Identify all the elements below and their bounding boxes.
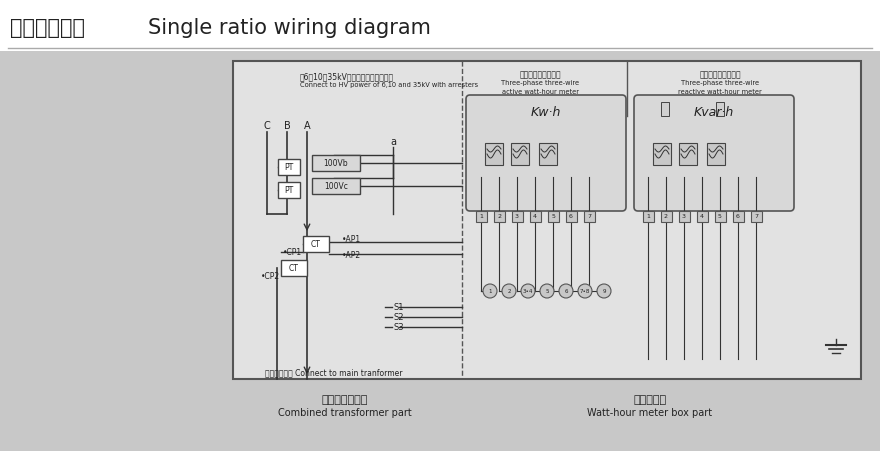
Text: 6: 6 xyxy=(736,214,740,219)
Text: 3•4: 3•4 xyxy=(523,289,533,294)
Text: a: a xyxy=(390,137,396,147)
Text: PT: PT xyxy=(284,163,294,172)
Circle shape xyxy=(483,285,497,299)
Circle shape xyxy=(521,285,535,299)
Text: 1: 1 xyxy=(479,214,483,219)
Text: S2: S2 xyxy=(393,313,404,322)
Bar xyxy=(653,144,671,166)
Bar xyxy=(733,212,744,222)
Text: Three-phase three-wire: Three-phase three-wire xyxy=(501,80,579,86)
Bar xyxy=(584,212,595,222)
Text: 3: 3 xyxy=(515,214,519,219)
Bar xyxy=(679,212,690,222)
Text: Connect to HV power of 6,10 and 35kV with arresters: Connect to HV power of 6,10 and 35kV wit… xyxy=(300,82,478,88)
Text: Kvar·h: Kvar·h xyxy=(693,105,734,118)
Text: S1: S1 xyxy=(393,303,404,312)
Bar xyxy=(0,52,880,451)
Bar xyxy=(312,156,360,172)
Bar xyxy=(530,212,541,222)
Bar xyxy=(715,212,726,222)
Text: 单变比接线图: 单变比接线图 xyxy=(10,18,85,38)
Bar xyxy=(566,212,577,222)
Text: Combined transformer part: Combined transformer part xyxy=(278,407,412,417)
Bar xyxy=(485,144,503,166)
Circle shape xyxy=(502,285,516,299)
Text: 三相三线有功电度表: 三相三线有功电度表 xyxy=(519,70,561,79)
Text: 100Vc: 100Vc xyxy=(324,182,348,191)
Text: 2: 2 xyxy=(507,289,510,294)
Bar xyxy=(511,144,529,166)
Text: Single ratio wiring diagram: Single ratio wiring diagram xyxy=(148,18,431,38)
Text: 接6、10、35kV高压电网同时配避雷器: 接6、10、35kV高压电网同时配避雷器 xyxy=(300,72,394,81)
Text: S3: S3 xyxy=(393,323,404,332)
Text: active watt-hour meter: active watt-hour meter xyxy=(502,89,578,95)
Text: •CP1: •CP1 xyxy=(283,248,302,257)
Bar xyxy=(661,212,672,222)
Text: B: B xyxy=(283,121,290,131)
Text: 5: 5 xyxy=(546,289,549,294)
Text: •AP1: •AP1 xyxy=(342,235,361,244)
Bar xyxy=(494,212,505,222)
Bar xyxy=(548,212,559,222)
Text: 9: 9 xyxy=(602,289,605,294)
Bar xyxy=(512,212,523,222)
Text: Kw·h: Kw·h xyxy=(531,105,561,118)
Bar xyxy=(751,212,762,222)
Text: 1: 1 xyxy=(646,214,650,219)
Bar xyxy=(303,236,329,253)
Text: Watt-hour meter box part: Watt-hour meter box part xyxy=(588,407,713,417)
Text: 7: 7 xyxy=(587,214,591,219)
Text: reactive watt-hour meter: reactive watt-hour meter xyxy=(678,89,762,95)
Text: 组合互感器部分: 组合互感器部分 xyxy=(322,394,368,404)
Text: 电表筱部分: 电表筱部分 xyxy=(634,394,666,404)
FancyBboxPatch shape xyxy=(466,96,626,212)
Bar xyxy=(233,62,861,379)
Text: 4: 4 xyxy=(700,214,704,219)
Text: •AP2: •AP2 xyxy=(342,251,361,260)
Text: 6: 6 xyxy=(564,289,568,294)
Bar xyxy=(312,179,360,194)
Bar xyxy=(661,103,669,117)
Text: 4: 4 xyxy=(533,214,537,219)
Text: PT: PT xyxy=(284,186,294,195)
Text: 接至主变压器 Connect to main tranformer: 接至主变压器 Connect to main tranformer xyxy=(265,368,402,377)
Text: 6: 6 xyxy=(569,214,573,219)
Text: 5: 5 xyxy=(718,214,722,219)
Bar xyxy=(476,212,487,222)
Text: 三相三线无功电度表: 三相三线无功电度表 xyxy=(700,70,741,79)
Text: CT: CT xyxy=(289,264,299,273)
Bar xyxy=(281,260,307,276)
Bar xyxy=(278,183,300,198)
Text: 100Vb: 100Vb xyxy=(324,159,348,168)
Text: 7: 7 xyxy=(754,214,758,219)
Bar xyxy=(679,144,697,166)
Text: 1: 1 xyxy=(488,289,492,294)
Bar xyxy=(539,144,557,166)
Text: A: A xyxy=(304,121,311,131)
Bar xyxy=(707,144,725,166)
Bar xyxy=(278,160,300,175)
Text: 3: 3 xyxy=(682,214,686,219)
Text: 2: 2 xyxy=(497,214,501,219)
Circle shape xyxy=(540,285,554,299)
Bar xyxy=(643,212,654,222)
Text: Three-phase three-wire: Three-phase three-wire xyxy=(681,80,759,86)
Circle shape xyxy=(578,285,592,299)
Text: 2: 2 xyxy=(664,214,668,219)
Text: 5: 5 xyxy=(551,214,555,219)
Circle shape xyxy=(597,285,611,299)
FancyBboxPatch shape xyxy=(634,96,794,212)
Circle shape xyxy=(559,285,573,299)
Bar xyxy=(0,0,880,52)
Text: 7•8: 7•8 xyxy=(580,289,590,294)
Bar xyxy=(716,103,724,117)
Text: C: C xyxy=(264,121,270,131)
Text: CT: CT xyxy=(311,240,321,249)
Text: •CP2: •CP2 xyxy=(261,272,280,281)
Bar xyxy=(697,212,708,222)
